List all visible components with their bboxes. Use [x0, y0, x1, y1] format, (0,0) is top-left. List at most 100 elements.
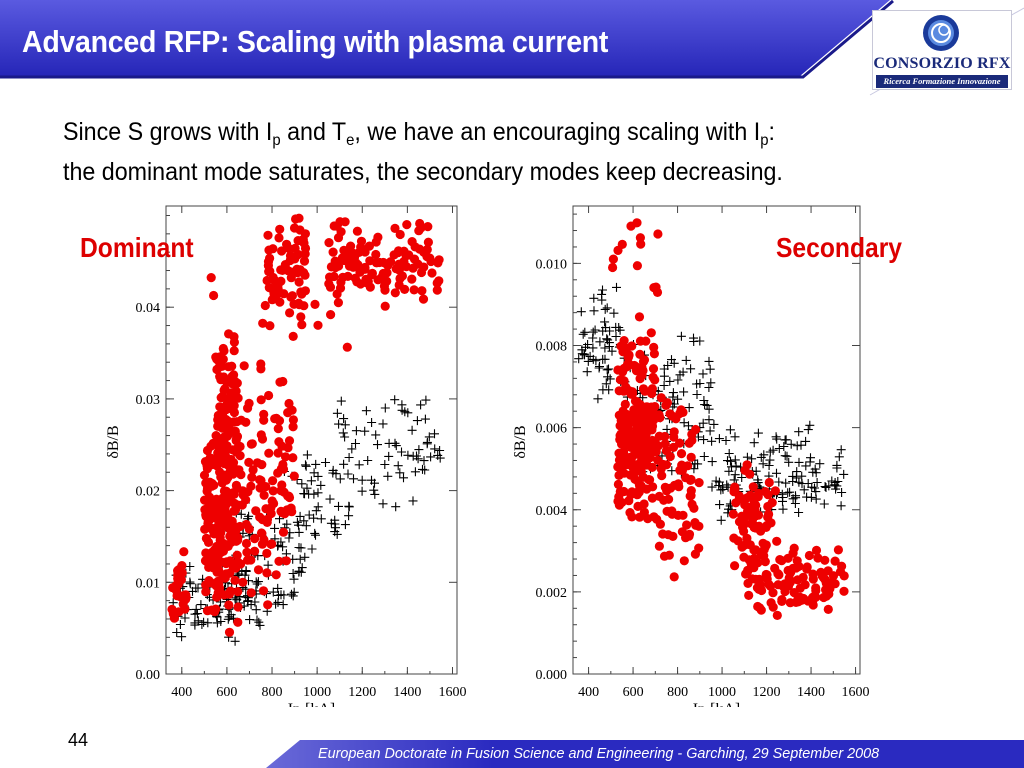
data-point-circle — [745, 490, 755, 500]
data-point-circle — [427, 268, 437, 278]
footer-text: European Doctorate in Fusion Science and… — [318, 745, 880, 762]
data-point-circle — [667, 411, 677, 421]
data-point-cross — [714, 434, 724, 444]
data-point-circle — [353, 260, 363, 270]
data-point-cross — [609, 308, 619, 318]
data-point-cross — [238, 528, 248, 538]
data-point-cross — [607, 346, 617, 356]
data-point-circle — [686, 491, 696, 501]
data-point-circle — [339, 245, 349, 255]
data-point-cross — [699, 435, 709, 445]
data-point-cross — [197, 620, 207, 629]
data-point-cross — [268, 587, 278, 597]
data-point-cross — [391, 441, 401, 451]
data-point-cross — [803, 425, 813, 435]
data-point-circle — [618, 347, 628, 357]
data-point-cross — [705, 426, 715, 436]
data-point-circle — [669, 572, 679, 582]
data-point-cross — [311, 530, 320, 540]
data-point-circle — [775, 555, 785, 565]
data-point-cross — [435, 446, 445, 455]
data-point-cross — [576, 307, 586, 317]
data-point-circle — [409, 285, 419, 295]
data-point-circle — [813, 553, 823, 563]
data-point-circle — [300, 249, 310, 259]
data-point-circle — [625, 470, 635, 480]
data-point-circle — [262, 275, 272, 286]
data-point-cross — [802, 492, 812, 502]
data-point-cross — [335, 474, 345, 484]
data-point-circle — [220, 558, 231, 568]
data-point-cross — [410, 467, 420, 477]
data-point-circle — [247, 439, 257, 449]
data-point-cross — [344, 501, 354, 511]
data-point-cross — [749, 438, 759, 448]
data-point-circle — [372, 258, 382, 268]
data-point-circle — [839, 571, 849, 581]
data-point-circle — [256, 395, 266, 405]
data-point-cross — [295, 554, 305, 564]
data-point-circle — [278, 527, 289, 537]
data-point-cross — [611, 332, 621, 341]
points-layer — [167, 213, 445, 646]
data-point-circle — [402, 220, 412, 230]
data-point-circle — [364, 241, 374, 251]
data-point-circle — [673, 510, 683, 520]
data-point-circle — [634, 312, 645, 322]
data-point-cross — [716, 515, 726, 525]
data-point-circle — [232, 550, 242, 560]
data-point-circle — [626, 490, 636, 500]
y-tick-label: 0.02 — [136, 485, 161, 500]
data-point-cross — [380, 460, 390, 469]
data-point-cross — [699, 452, 709, 461]
data-point-cross — [296, 567, 306, 577]
data-point-cross — [791, 491, 800, 501]
data-point-cross — [273, 597, 283, 607]
data-point-circle — [743, 578, 753, 588]
data-point-circle — [668, 442, 679, 452]
data-point-cross — [580, 327, 590, 337]
data-point-cross — [810, 483, 819, 493]
data-point-circle — [299, 256, 310, 266]
data-point-cross — [662, 424, 672, 434]
data-point-circle — [294, 277, 304, 287]
data-point-circle — [216, 375, 226, 385]
data-point-cross — [679, 387, 689, 397]
data-point-circle — [269, 289, 279, 299]
data-point-cross — [278, 542, 288, 552]
data-point-circle — [825, 584, 835, 594]
data-point-circle — [264, 267, 274, 277]
data-point-cross — [588, 343, 598, 353]
data-point-cross — [339, 459, 349, 469]
data-point-cross — [420, 414, 430, 424]
data-point-cross — [351, 426, 361, 436]
data-point-cross — [673, 375, 683, 385]
data-point-circle — [242, 547, 252, 557]
data-point-cross — [600, 317, 610, 327]
x-axis-label: Ip [kA] — [693, 701, 741, 707]
x-tick-label: 1200 — [753, 685, 781, 700]
data-point-circle — [768, 588, 778, 598]
data-point-cross — [692, 390, 702, 399]
data-point-cross — [704, 356, 714, 366]
data-point-circle — [236, 559, 246, 569]
data-point-cross — [289, 587, 299, 597]
data-point-circle — [647, 493, 657, 503]
data-point-circle — [252, 458, 262, 468]
data-point-circle — [224, 627, 235, 637]
data-point-cross — [806, 453, 815, 463]
subtitle-line-1: Since S grows with Ip and Te, we have an… — [63, 118, 776, 149]
data-point-circle — [289, 471, 299, 481]
data-point-cross — [699, 396, 709, 405]
data-point-cross — [309, 489, 319, 499]
data-point-cross — [357, 475, 367, 485]
data-point-cross — [191, 604, 201, 614]
data-point-circle — [207, 478, 217, 489]
points-layer — [574, 218, 849, 620]
data-point-cross — [367, 418, 377, 427]
x-tick-label: 1000 — [303, 685, 331, 700]
data-point-circle — [662, 398, 672, 408]
data-point-circle — [654, 491, 664, 501]
data-point-cross — [836, 501, 846, 511]
x-tick-label: 800 — [667, 685, 688, 700]
